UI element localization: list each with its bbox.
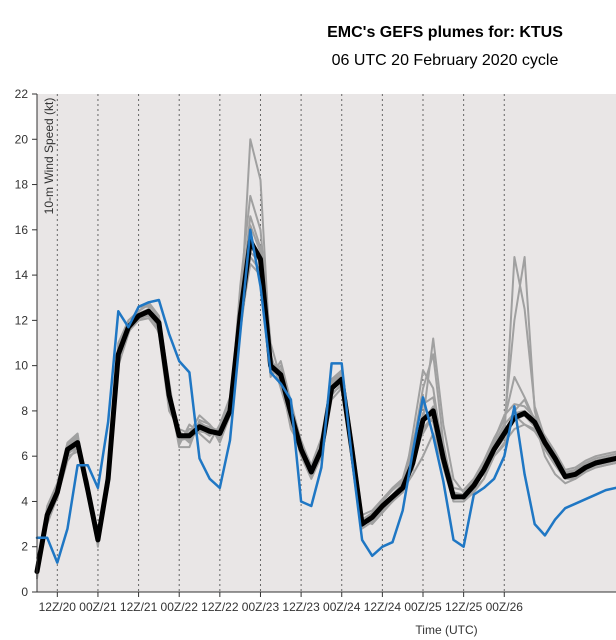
- y-tick-label: 10: [15, 359, 29, 373]
- x-tick-label: 00Z/25: [404, 600, 442, 614]
- y-axis-label: 10-m Wind Speed (kt): [42, 98, 56, 215]
- y-tick-label: 0: [21, 585, 28, 599]
- x-tick-label: 12Z/20: [39, 600, 77, 614]
- x-tick-label: 12Z/23: [282, 600, 320, 614]
- x-tick-label: 00Z/22: [161, 600, 199, 614]
- x-tick-label: 12Z/21: [120, 600, 158, 614]
- control-run: [35, 228, 616, 564]
- x-tick-label: 00Z/26: [486, 600, 524, 614]
- x-tick-label: 00Z/24: [323, 600, 361, 614]
- chart-title: EMC's GEFS plumes for: KTUS: [327, 24, 563, 41]
- x-tick-label: 12Z/22: [201, 600, 239, 614]
- y-tick-label: 16: [15, 223, 29, 237]
- y-tick-label: 14: [15, 268, 29, 282]
- series-line-control: [35, 228, 616, 564]
- y-tick-label: 2: [21, 540, 28, 554]
- plot-background: [37, 94, 616, 592]
- y-tick-label: 4: [21, 494, 28, 508]
- x-tick-label: 00Z/23: [242, 600, 280, 614]
- y-tick-label: 6: [21, 449, 28, 463]
- y-tick-label: 8: [21, 404, 28, 418]
- y-tick-label: 20: [15, 132, 29, 146]
- x-tick-label: 00Z/21: [79, 600, 117, 614]
- y-tick-label: 18: [15, 178, 29, 192]
- x-tick-label: 12Z/25: [445, 600, 483, 614]
- y-tick-label: 12: [15, 313, 29, 327]
- x-tick-label: 12Z/24: [364, 600, 402, 614]
- chart-subtitle: 06 UTC 20 February 2020 cycle: [331, 52, 559, 69]
- x-axis-label: Time (UTC): [415, 623, 477, 637]
- y-tick-label: 22: [15, 87, 29, 101]
